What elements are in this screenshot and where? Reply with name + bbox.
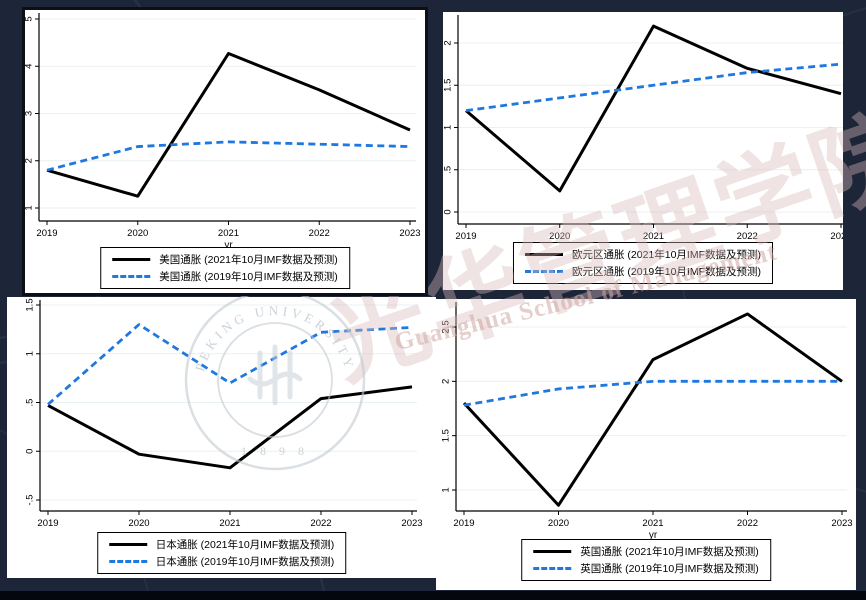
y-tick-label: 5 bbox=[25, 16, 35, 21]
legend-label: 欧元区通胀 (2021年10月IMF数据及预测) bbox=[571, 249, 762, 261]
x-tick-label: 2022 bbox=[737, 231, 758, 242]
dashed-line-sample-icon bbox=[108, 560, 147, 563]
legend-item: 英国通胀 (2021年10月IMF数据及预测) bbox=[533, 544, 759, 559]
y-tick-label: .5 bbox=[25, 399, 36, 407]
dashed-line-sample-icon bbox=[524, 270, 563, 273]
y-tick-label: 1.5 bbox=[443, 79, 454, 92]
x-tick-label: 2019 bbox=[455, 231, 476, 242]
y-tick-label: .5 bbox=[443, 166, 454, 174]
y-tick-label: 4 bbox=[25, 64, 35, 69]
dashed-line-sample-icon bbox=[533, 567, 572, 570]
us-inflation-chart: 1 2 3 4 5 2019 2020 2021 2022 2023 yr bbox=[25, 13, 421, 251]
legend-label: 欧元区通胀 (2019年10月IMF数据及预测) bbox=[571, 266, 762, 278]
x-tick-label: 2020 bbox=[128, 518, 149, 529]
y-tick-label: 0 bbox=[25, 449, 36, 454]
legend-item: 欧元区通胀 (2021年10月IMF数据及预测) bbox=[524, 247, 762, 262]
legend-label: 日本通胀 (2021年10月IMF数据及预测) bbox=[155, 539, 335, 551]
y-tick-label: 2 bbox=[25, 158, 35, 163]
x-tick-label: 2020 bbox=[548, 518, 569, 529]
legend-item: 美国通胀 (2021年10月IMF数据及预测) bbox=[112, 252, 338, 267]
y-tick-label: 2.5 bbox=[441, 320, 452, 333]
y-tick-label: -.5 bbox=[25, 494, 36, 505]
japan-inflation-imf-oct2021 bbox=[47, 385, 413, 470]
legend-item: 英国通胀 (2019年10月IMF数据及预测) bbox=[533, 561, 759, 576]
legend-item: 美国通胀 (2019年10月IMF数据及预测) bbox=[112, 269, 338, 284]
x-tick-label: 2022 bbox=[310, 518, 331, 529]
y-tick-label: 1 bbox=[441, 487, 452, 492]
y-tick-label: 1.5 bbox=[25, 298, 36, 311]
x-tick-label: 2021 bbox=[642, 518, 663, 529]
legend-item: 日本通胀 (2019年10月IMF数据及预测) bbox=[108, 554, 335, 569]
y-tick-label: 1 bbox=[25, 351, 36, 356]
solid-line-sample-icon bbox=[108, 543, 147, 546]
us-legend: 美国通胀 (2021年10月IMF数据及预测) 美国通胀 (2019年10月IM… bbox=[100, 247, 350, 289]
chart-panel-us: 1 2 3 4 5 2019 2020 2021 2022 2023 yr 美国通胀 (2021年1… bbox=[22, 7, 428, 296]
x-tick-label: 2019 bbox=[36, 228, 57, 239]
japan-legend: 日本通胀 (2021年10月IMF数据及预测) 日本通胀 (2019年10月IM… bbox=[96, 532, 347, 574]
chart-panel-eurozone: 0.511.5220192020202120222023yr 欧元区通胀 (20… bbox=[443, 12, 843, 290]
x-tick-label: 2022 bbox=[737, 518, 758, 529]
x-axis-title: yr bbox=[649, 530, 658, 541]
legend-label: 英国通胀 (2019年10月IMF数据及预测) bbox=[580, 563, 759, 575]
solid-line-sample-icon bbox=[533, 550, 572, 553]
x-tick-label: 2021 bbox=[643, 231, 664, 242]
uk-legend: 英国通胀 (2021年10月IMF数据及预测) 英国通胀 (2019年10月IM… bbox=[521, 539, 771, 581]
legend-label: 美国通胀 (2019年10月IMF数据及预测) bbox=[159, 271, 338, 283]
legend-label: 日本通胀 (2019年10月IMF数据及预测) bbox=[155, 556, 335, 568]
y-tick-label: 0 bbox=[443, 209, 454, 214]
x-tick-label: 2021 bbox=[218, 228, 239, 239]
y-tick-label: 1 bbox=[25, 205, 35, 210]
uk-inflation-imf-oct2021 bbox=[462, 312, 843, 507]
dashed-line-sample-icon bbox=[112, 275, 151, 278]
y-tick-label: 1 bbox=[443, 125, 454, 130]
x-tick-label: 2019 bbox=[37, 518, 58, 529]
bottom-black-bar bbox=[0, 591, 866, 600]
eurozone-inflation-chart: 0.511.5220192020202120222023yr bbox=[443, 15, 843, 254]
x-tick-label: 2020 bbox=[549, 231, 570, 242]
x-tick-label: 2023 bbox=[401, 518, 422, 529]
us-inflation-imf-oct2019 bbox=[46, 140, 411, 172]
y-tick-label: 2 bbox=[443, 40, 454, 45]
uk-inflation-chart: 1 1.5 2 2.5 2019 2020 2021 2022 2023 yr bbox=[441, 302, 853, 541]
euro-inflation-imf-oct2021 bbox=[465, 24, 842, 193]
x-tick-label: 2021 bbox=[219, 518, 240, 529]
eurozone-legend: 欧元区通胀 (2021年10月IMF数据及预测) 欧元区通胀 (2019年10月… bbox=[512, 242, 774, 284]
x-tick-label: 2022 bbox=[309, 228, 330, 239]
x-tick-label: 2019 bbox=[453, 518, 474, 529]
x-axis-title: yr bbox=[224, 240, 233, 251]
x-tick-label: 2020 bbox=[127, 228, 148, 239]
y-tick-label: 2 bbox=[441, 379, 452, 384]
x-tick-label: 2023 bbox=[399, 228, 420, 239]
euro-inflation-imf-oct2019 bbox=[465, 62, 842, 112]
legend-label: 英国通胀 (2021年10月IMF数据及预测) bbox=[580, 546, 759, 558]
legend-item: 欧元区通胀 (2019年10月IMF数据及预测) bbox=[524, 264, 762, 279]
japan-inflation-imf-oct2019 bbox=[47, 323, 413, 406]
x-tick-label: 2023 bbox=[831, 518, 852, 529]
y-tick-label: 1.5 bbox=[441, 429, 452, 442]
legend-label: 美国通胀 (2021年10月IMF数据及预测) bbox=[159, 254, 338, 266]
y-tick-label: 3 bbox=[25, 111, 35, 116]
solid-line-sample-icon bbox=[112, 258, 151, 261]
chart-panel-uk: 1 1.5 2 2.5 2019 2020 2021 2022 2023 yr 英国通胀 (202… bbox=[436, 299, 856, 590]
us-inflation-imf-oct2021 bbox=[46, 51, 411, 198]
x-tick-label: 2023 bbox=[830, 231, 843, 242]
legend-item: 日本通胀 (2021年10月IMF数据及预测) bbox=[108, 537, 335, 552]
solid-line-sample-icon bbox=[524, 253, 563, 256]
uk-inflation-imf-oct2019 bbox=[463, 379, 842, 407]
